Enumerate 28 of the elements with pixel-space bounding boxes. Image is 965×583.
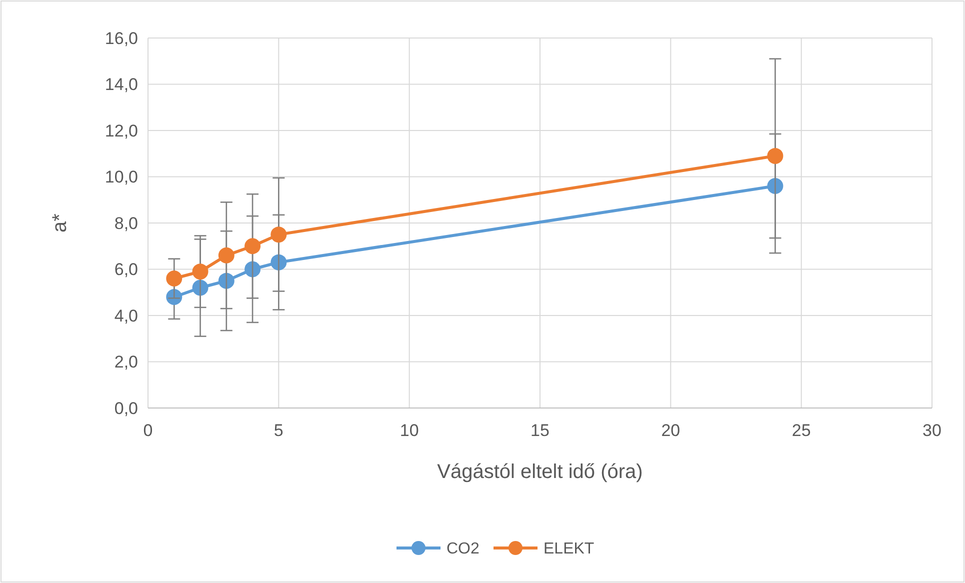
y-tick-label: 16,0 — [104, 28, 138, 48]
x-tick-label: 10 — [400, 421, 419, 440]
x-tick-label: 30 — [922, 421, 942, 440]
point — [166, 270, 182, 286]
point — [218, 272, 234, 289]
point — [192, 264, 208, 280]
legend-label: CO2 — [446, 540, 480, 558]
point — [218, 247, 234, 264]
x-tick-label: 0 — [143, 421, 153, 440]
x-axis-title: Vágástól eltelt idő (óra) — [437, 461, 643, 483]
y-tick-label: 2,0 — [114, 352, 138, 372]
point — [270, 226, 287, 243]
y-tick-label: 10,0 — [104, 168, 138, 187]
y-axis-title: a* — [49, 213, 71, 232]
x-tick-label: 15 — [530, 421, 550, 440]
y-tick-label: 6,0 — [114, 260, 138, 280]
legend-label: ELEKT — [544, 540, 594, 558]
point — [244, 261, 261, 278]
x-tick-label: 20 — [661, 421, 680, 440]
y-tick-label: 12,0 — [104, 121, 138, 140]
x-tick-label: 25 — [792, 421, 811, 440]
y-tick-label: 8,0 — [114, 214, 138, 233]
point — [767, 148, 784, 164]
y-tick-label: 14,0 — [104, 75, 138, 94]
y-tick-label: 4,0 — [114, 306, 138, 326]
point — [244, 238, 261, 254]
y-tick-label: 0,0 — [114, 398, 138, 418]
x-tick-label: 5 — [274, 421, 284, 440]
